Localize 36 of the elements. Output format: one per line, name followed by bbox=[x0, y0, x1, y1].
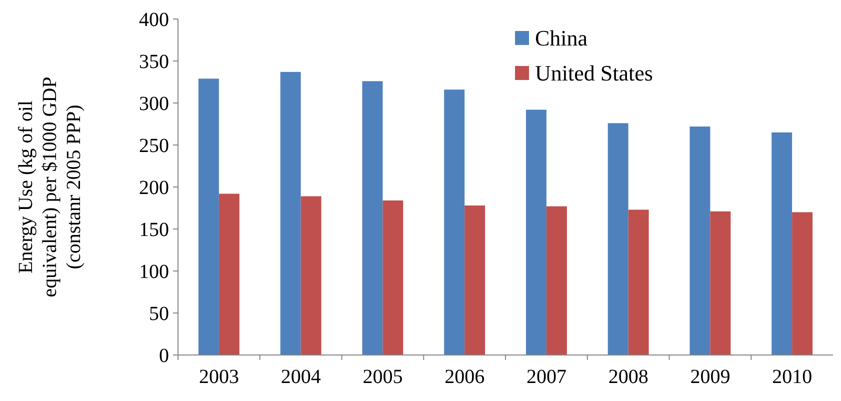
x-tick-label: 2006 bbox=[444, 366, 485, 388]
x-tick-label: 2005 bbox=[362, 366, 403, 388]
bar bbox=[382, 200, 404, 355]
x-tick-label: 2008 bbox=[608, 366, 648, 388]
y-tick-label: 0 bbox=[159, 345, 169, 367]
bar bbox=[218, 194, 240, 355]
x-tick-label: 2007 bbox=[526, 366, 566, 388]
bar bbox=[608, 123, 628, 355]
legend-label: China bbox=[535, 26, 588, 51]
bar bbox=[362, 81, 383, 355]
bar bbox=[464, 205, 486, 355]
y-tick-label: 250 bbox=[139, 135, 169, 157]
bar bbox=[690, 126, 710, 355]
bar bbox=[546, 206, 567, 355]
bar bbox=[628, 210, 649, 355]
bar bbox=[444, 90, 465, 355]
legend-label: United States bbox=[535, 60, 653, 86]
x-tick-label: 2009 bbox=[690, 366, 730, 388]
y-tick-label: 300 bbox=[139, 93, 169, 115]
bar bbox=[198, 78, 219, 355]
x-tick-label: 2004 bbox=[280, 366, 321, 388]
y-axis-title: Energy Use (kg of oil equivalent) per $1000 GDP (constanr 2005 PPP) bbox=[15, 76, 85, 298]
y-tick-label: 350 bbox=[139, 51, 169, 73]
bar bbox=[792, 212, 813, 355]
y-tick-label: 200 bbox=[139, 177, 169, 199]
bar bbox=[300, 196, 322, 355]
bar bbox=[526, 110, 546, 355]
x-tick-label: 2010 bbox=[772, 366, 812, 388]
x-tick-label: 2003 bbox=[198, 366, 239, 388]
bar bbox=[280, 72, 301, 355]
y-tick-label: 400 bbox=[139, 9, 169, 31]
y-tick-label: 100 bbox=[139, 261, 169, 283]
bar bbox=[772, 132, 792, 355]
y-tick-label: 150 bbox=[139, 219, 169, 241]
bar bbox=[710, 211, 731, 355]
y-tick-label: 50 bbox=[149, 303, 169, 325]
